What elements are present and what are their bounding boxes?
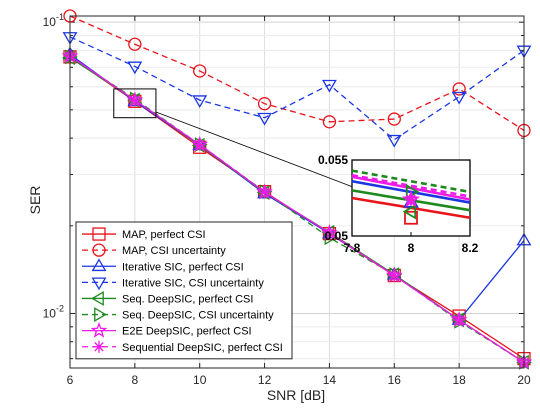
inset-series [351,169,471,225]
x-axis-label: SNR [dB] [267,387,325,403]
legend-entry: Seq. DeepSIC, perfect CSI [82,291,253,306]
x-tick-label: 6 [67,373,74,387]
marker-asterisk [323,226,336,239]
legend-label: MAP, perfect CSI [122,229,206,241]
legend-label: Sequential DeepSIC, perfect CSI [122,342,283,354]
x-tick-label: 10 [193,373,207,387]
marker-triangle-left [91,291,104,306]
inset-x-tick-label: 8 [408,241,415,255]
inset-layer: 7.8 8 8.2 0.055 0.05 [113,88,479,255]
x-tick-label: 14 [323,373,337,387]
marker-circle [193,64,207,78]
legend-entry: Sequential DeepSIC, perfect CSI [82,340,283,354]
legend-label: Seq. DeepSIC, perfect CSI [122,293,253,305]
marker-asterisk [193,138,206,151]
x-tick-label: 20 [517,373,531,387]
x-tick-label: 18 [452,373,466,387]
marker-triangle-left [402,203,417,220]
marker-triangle-down [192,95,208,109]
marker-triangle-down [257,112,273,126]
series-4 [62,32,532,148]
legend-entry: Seq. DeepSIC, CSI uncertainty [82,307,274,322]
inset-x-tick-label: 8.2 [462,241,479,255]
inset-y-tick-label: 0.055 [318,153,348,167]
y-tick-label: 10-2 [43,303,64,320]
x-tick-label: 8 [132,373,139,387]
marker-circle [257,97,272,111]
marker-triangle-down [321,79,337,93]
y-tick-label-base: 10 [43,15,57,29]
marker-circle [387,112,401,126]
marker-asterisk [93,340,105,353]
y-tick-label-exponent: -1 [56,12,64,22]
marker-triangle-down [91,277,107,291]
series-2 [63,9,531,138]
legend-entry: MAP, perfect CSI [82,227,206,241]
series-line [69,36,525,141]
legend-entry: MAP, CSI uncertainty [82,243,226,257]
legend-label: Iterative SIC, perfect CSI [122,261,244,273]
inset-x-tick-label: 7.8 [344,241,361,255]
zoom-region-box [113,88,157,119]
marker-asterisk [405,193,417,206]
marker-triangle-right [94,307,107,322]
legend: MAP, perfect CSI MAP, CSI uncertainty Iter… [75,221,293,360]
legend-label: Iterative SIC, CSI uncertainty [122,277,264,289]
marker-triangle-down [127,61,143,75]
x-tick-label: 12 [258,373,272,387]
y-tick-label-base: 10 [43,306,57,320]
marker-triangle-down [386,134,402,148]
marker-circle [322,115,337,129]
marker-circle [128,37,142,51]
series-line [69,56,525,363]
marker-asterisk [388,269,401,282]
legend-entry: E2E DeepSIC, perfect CSI [82,321,252,338]
marker-square [404,210,418,225]
marker-asterisk [453,313,466,326]
zoom-connector-line [155,111,353,187]
y-tick-label: 10-1 [43,12,64,29]
legend-entry: Iterative SIC, CSI uncertainty [82,277,264,291]
legend-entry: Iterative SIC, perfect CSI [82,258,244,273]
x-tick-label: 16 [388,373,402,387]
axes-box [69,15,525,369]
series-line [69,55,525,363]
marker-circle [92,243,106,257]
y-tick-label-exponent: -2 [56,303,64,313]
marker-pentagram [90,321,108,338]
marker-circle [452,82,466,96]
marker-asterisk [258,186,271,199]
marker-square [92,227,106,241]
legend-label: E2E DeepSIC, perfect CSI [122,326,252,338]
inset-y-tick-label: 0.05 [325,229,349,243]
series-line [69,15,525,131]
legend-label: MAP, CSI uncertainty [122,245,226,257]
y-axis-label: SER [27,186,43,215]
marker-triangle-down [451,91,467,105]
legend-label: Seq. DeepSIC, CSI uncertainty [122,310,274,322]
marker-asterisk [128,94,141,107]
marker-triangle-up [91,258,107,272]
legend-box [75,221,293,360]
